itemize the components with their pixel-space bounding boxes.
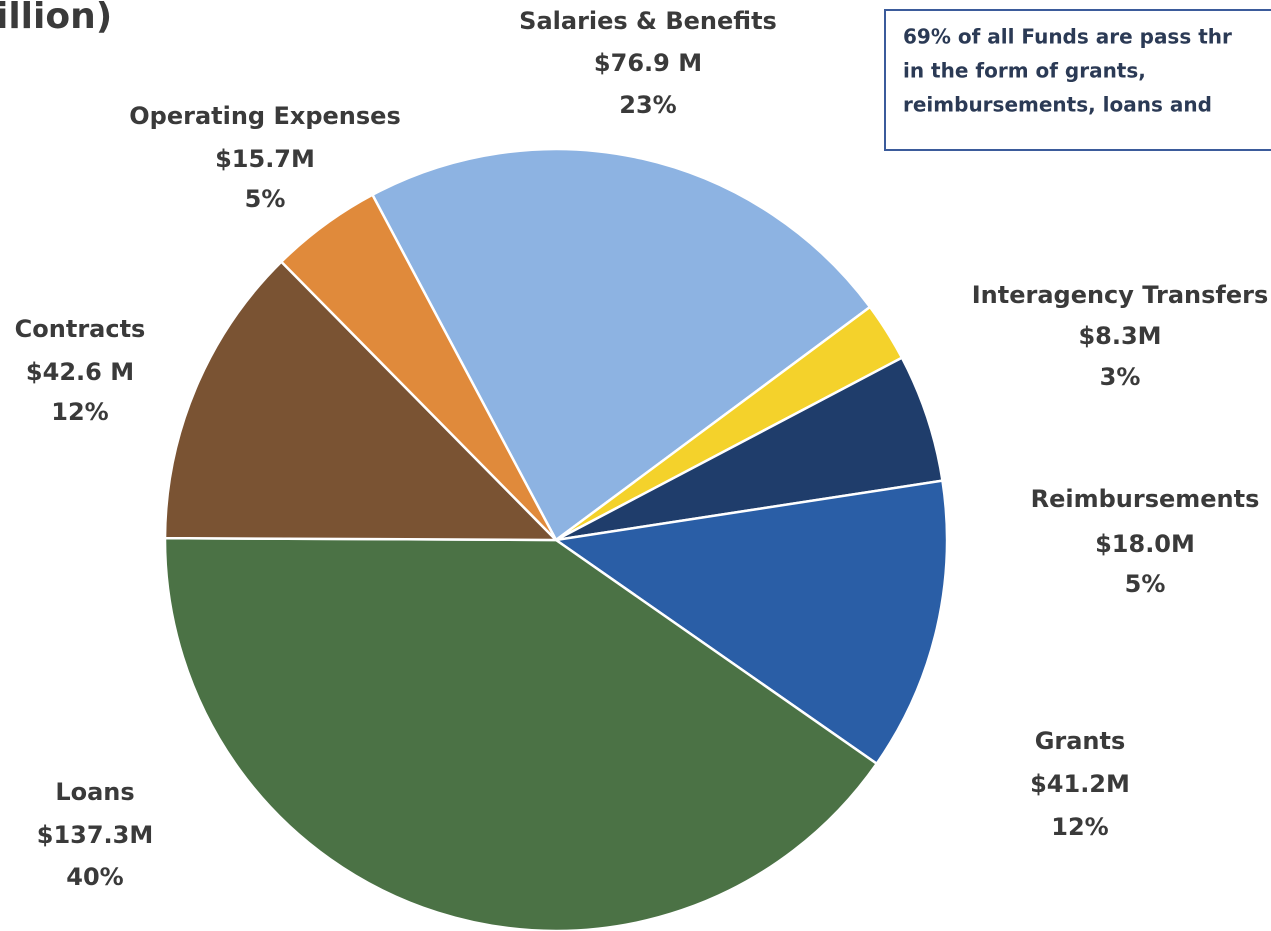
percent-label: 5% [245,185,286,213]
pie-slice [370,147,872,542]
value-label: $137.3M [37,821,154,849]
pie-slice [163,536,879,931]
slice-label: Contracts [15,315,146,343]
value-label: $41.2M [1030,770,1130,798]
value-label: $42.6 M [26,358,134,386]
value-label: $15.7M [215,145,315,173]
value-label: $76.9 M [594,49,702,77]
percent-label: 12% [51,398,108,426]
percent-label: 5% [1125,570,1166,598]
annotation-text: in the form of grants, [903,59,1146,83]
percent-label: 23% [619,91,676,119]
pie-slice [163,259,560,542]
percent-label: 40% [66,863,123,891]
annotation-box [884,9,1271,151]
percent-label: 12% [1051,813,1108,841]
pie-slice [552,479,949,766]
slice-label: Interagency Transfers [972,281,1269,309]
slice-label: Loans [55,778,134,806]
slice-label: Salaries & Benefits [519,7,777,35]
percent-label: 3% [1100,363,1141,391]
slice-label: Reimbursements [1031,485,1260,513]
value-label: $8.3M [1078,322,1161,350]
slice-label: Operating Expenses [129,102,400,130]
annotation-text: 69% of all Funds are pass thr [903,25,1232,49]
pie-slice [279,193,558,541]
slice-label: Grants [1035,727,1126,755]
chart-title: illion) [0,0,112,37]
annotation-text: reimbursements, loans and [903,93,1212,117]
value-label: $18.0M [1095,530,1195,558]
